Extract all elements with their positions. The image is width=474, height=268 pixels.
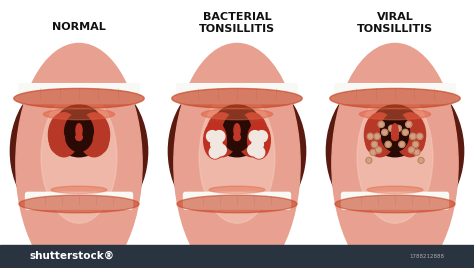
- Ellipse shape: [201, 109, 273, 120]
- Ellipse shape: [199, 91, 275, 223]
- Ellipse shape: [327, 71, 464, 231]
- Ellipse shape: [367, 186, 423, 193]
- Ellipse shape: [359, 109, 430, 120]
- Ellipse shape: [369, 105, 421, 157]
- Ellipse shape: [207, 113, 237, 157]
- Ellipse shape: [223, 113, 251, 152]
- Ellipse shape: [348, 94, 442, 208]
- Circle shape: [213, 131, 225, 142]
- Circle shape: [412, 141, 419, 147]
- Ellipse shape: [174, 43, 300, 268]
- FancyBboxPatch shape: [18, 84, 139, 104]
- Text: VIRAL
TONSILLITIS: VIRAL TONSILLITIS: [357, 12, 433, 34]
- Ellipse shape: [395, 113, 426, 157]
- Ellipse shape: [190, 94, 284, 208]
- Text: BACTERIAL
TONSILLITIS: BACTERIAL TONSILLITIS: [199, 12, 275, 34]
- Circle shape: [385, 141, 391, 147]
- Circle shape: [402, 129, 408, 135]
- Ellipse shape: [332, 43, 458, 268]
- Circle shape: [252, 139, 264, 150]
- Ellipse shape: [51, 186, 107, 193]
- Ellipse shape: [64, 113, 93, 152]
- Ellipse shape: [41, 91, 117, 223]
- Ellipse shape: [48, 113, 79, 157]
- Circle shape: [399, 141, 405, 147]
- Circle shape: [366, 157, 372, 163]
- Circle shape: [256, 131, 267, 142]
- Circle shape: [410, 133, 416, 139]
- Bar: [0, 245, 474, 268]
- Ellipse shape: [381, 113, 410, 152]
- Circle shape: [414, 149, 420, 155]
- Ellipse shape: [76, 124, 82, 137]
- Circle shape: [253, 147, 264, 158]
- Circle shape: [249, 131, 261, 142]
- Circle shape: [395, 125, 401, 131]
- Ellipse shape: [16, 43, 142, 268]
- Circle shape: [210, 139, 222, 150]
- FancyBboxPatch shape: [26, 192, 132, 209]
- Circle shape: [234, 134, 240, 140]
- Circle shape: [372, 141, 377, 147]
- Ellipse shape: [204, 122, 227, 159]
- Ellipse shape: [14, 88, 144, 109]
- Ellipse shape: [237, 113, 267, 157]
- Ellipse shape: [177, 195, 297, 213]
- Circle shape: [392, 131, 398, 137]
- Circle shape: [378, 121, 384, 127]
- Ellipse shape: [234, 124, 240, 137]
- Ellipse shape: [186, 87, 288, 210]
- Circle shape: [389, 125, 394, 131]
- FancyBboxPatch shape: [183, 192, 291, 209]
- Ellipse shape: [19, 195, 139, 213]
- Circle shape: [215, 144, 226, 156]
- Circle shape: [406, 121, 412, 127]
- Ellipse shape: [168, 71, 306, 231]
- Ellipse shape: [44, 109, 115, 120]
- FancyBboxPatch shape: [177, 84, 297, 104]
- Circle shape: [418, 157, 424, 163]
- Ellipse shape: [209, 186, 265, 193]
- Ellipse shape: [410, 128, 425, 153]
- Circle shape: [370, 149, 376, 155]
- Circle shape: [210, 147, 221, 158]
- Ellipse shape: [211, 105, 263, 157]
- Ellipse shape: [335, 195, 455, 213]
- Ellipse shape: [365, 113, 395, 157]
- FancyBboxPatch shape: [342, 192, 448, 209]
- Ellipse shape: [330, 88, 460, 109]
- Circle shape: [382, 129, 388, 135]
- Circle shape: [392, 134, 398, 140]
- Text: 1788212888: 1788212888: [409, 254, 444, 259]
- Ellipse shape: [365, 128, 381, 153]
- Ellipse shape: [172, 88, 302, 109]
- Ellipse shape: [357, 91, 433, 223]
- Circle shape: [374, 133, 380, 139]
- Circle shape: [409, 147, 414, 153]
- Circle shape: [375, 147, 382, 153]
- Ellipse shape: [10, 71, 147, 231]
- Ellipse shape: [392, 124, 398, 137]
- Ellipse shape: [93, 128, 109, 153]
- Ellipse shape: [79, 113, 109, 157]
- Ellipse shape: [53, 105, 105, 157]
- Circle shape: [417, 133, 423, 139]
- Circle shape: [248, 144, 259, 156]
- Ellipse shape: [49, 128, 64, 153]
- Ellipse shape: [247, 122, 270, 159]
- FancyBboxPatch shape: [335, 84, 456, 104]
- Ellipse shape: [344, 87, 446, 210]
- Ellipse shape: [32, 94, 126, 208]
- Circle shape: [207, 131, 218, 142]
- Circle shape: [76, 134, 82, 140]
- Ellipse shape: [28, 87, 130, 210]
- Text: shutterstock®: shutterstock®: [30, 251, 115, 261]
- Circle shape: [367, 133, 374, 139]
- Text: NORMAL: NORMAL: [52, 22, 106, 32]
